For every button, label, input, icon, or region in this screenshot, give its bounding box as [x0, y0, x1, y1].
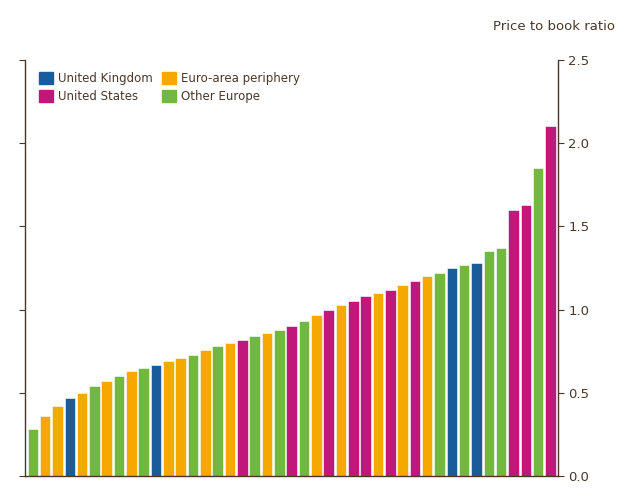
Bar: [287, 326, 297, 476]
Bar: [398, 285, 408, 476]
Bar: [52, 406, 63, 476]
Bar: [348, 301, 358, 476]
Bar: [77, 393, 87, 476]
Bar: [101, 381, 112, 476]
Bar: [237, 339, 247, 476]
Bar: [373, 293, 383, 476]
Bar: [188, 355, 198, 476]
Bar: [200, 350, 210, 476]
Text: Price to book ratio: Price to book ratio: [493, 20, 615, 33]
Bar: [521, 204, 531, 476]
Bar: [114, 376, 124, 476]
Bar: [533, 168, 543, 476]
Bar: [274, 329, 285, 476]
Bar: [484, 251, 494, 476]
Bar: [65, 398, 75, 476]
Bar: [311, 314, 321, 476]
Bar: [422, 276, 432, 476]
Bar: [27, 430, 38, 476]
Bar: [471, 263, 482, 476]
Bar: [151, 365, 161, 476]
Bar: [89, 386, 100, 476]
Bar: [163, 361, 174, 476]
Legend: United Kingdom, United States, Euro-area periphery, Other Europe: United Kingdom, United States, Euro-area…: [37, 69, 302, 105]
Bar: [385, 290, 396, 476]
Bar: [212, 346, 223, 476]
Bar: [459, 264, 469, 476]
Bar: [336, 305, 346, 476]
Bar: [299, 321, 309, 476]
Bar: [447, 268, 457, 476]
Bar: [249, 336, 260, 476]
Bar: [545, 126, 556, 476]
Bar: [126, 371, 136, 476]
Bar: [138, 368, 149, 476]
Bar: [508, 209, 519, 476]
Bar: [176, 358, 186, 476]
Bar: [323, 310, 334, 476]
Bar: [496, 248, 507, 476]
Bar: [262, 333, 272, 476]
Bar: [225, 343, 235, 476]
Bar: [410, 281, 420, 476]
Bar: [40, 416, 50, 476]
Bar: [360, 296, 371, 476]
Bar: [434, 273, 445, 476]
